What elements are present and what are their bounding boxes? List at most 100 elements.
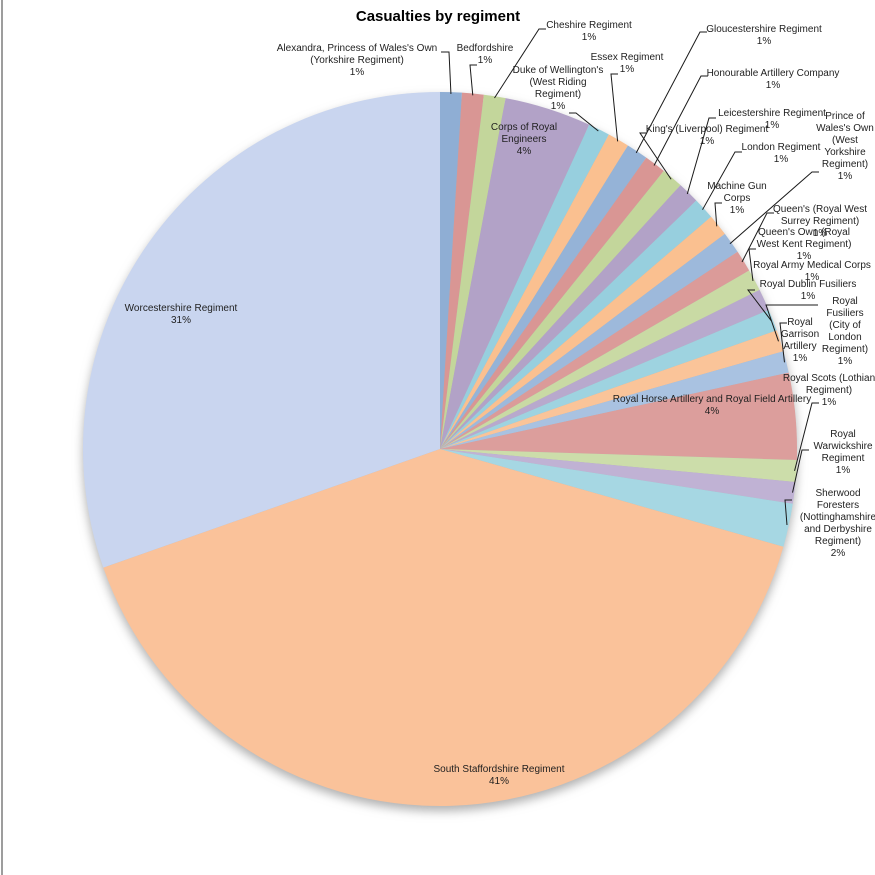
slice-label: Sherwood Foresters (Nottinghamshire and … bbox=[794, 488, 875, 560]
slice-label-name: Prince of Wales's Own (West Yorkshire Re… bbox=[816, 111, 874, 170]
leader-lines-group bbox=[441, 28, 819, 526]
slice-label-percent: 2% bbox=[830, 548, 846, 559]
slice-label-name: Alexandra, Princess of Wales's Own (York… bbox=[276, 43, 438, 66]
pie-slice[interactable] bbox=[440, 145, 647, 449]
slice-label: Royal Army Medical Corps 1% bbox=[732, 260, 875, 284]
slice-label-percent: 1% bbox=[837, 356, 853, 367]
slice-label: Honourable Artillery Company 1% bbox=[673, 68, 873, 92]
pie-slice[interactable] bbox=[440, 289, 769, 449]
pie-slice[interactable] bbox=[103, 449, 784, 807]
pie-slice[interactable] bbox=[440, 449, 796, 504]
slice-label-name: King's (Liverpool) Regiment bbox=[645, 124, 769, 135]
pie-slice[interactable] bbox=[440, 351, 789, 449]
slice-label: Queen's Own (Royal West Kent Regiment) 1% bbox=[749, 227, 859, 263]
slice-label-percent: 41% bbox=[488, 776, 509, 787]
chart-title: Casualties by regiment bbox=[355, 8, 521, 25]
slice-label-percent: 1% bbox=[835, 465, 851, 476]
slice-label-percent: 1% bbox=[619, 64, 635, 75]
slice-label-name: Royal Horse Artillery and Royal Field Ar… bbox=[612, 394, 812, 405]
slice-label-name: Royal Fusiliers (City of London Regiment… bbox=[821, 296, 869, 355]
slice-label: Bedfordshire 1% bbox=[435, 43, 535, 67]
pie-slice[interactable] bbox=[440, 449, 793, 547]
pie-slice[interactable] bbox=[440, 251, 750, 449]
leader-line bbox=[714, 202, 722, 227]
pie-slice[interactable] bbox=[440, 233, 738, 449]
slice-label-percent: 31% bbox=[170, 315, 191, 326]
slice-label-name: Royal Garrison Artillery bbox=[780, 317, 820, 352]
slice-label-name: Royal Warwickshire Regiment bbox=[813, 429, 873, 464]
slice-label: Machine Gun Corps 1% bbox=[702, 181, 772, 217]
slice-label-name: Royal Army Medical Corps bbox=[753, 260, 871, 271]
pie-slice[interactable] bbox=[440, 330, 784, 449]
pie-slice[interactable] bbox=[440, 270, 760, 450]
pie-slice[interactable] bbox=[440, 372, 797, 460]
slice-label-name: Royal Dublin Fusiliers bbox=[759, 279, 857, 290]
leader-line bbox=[741, 212, 774, 263]
slice-label-name: Essex Regiment bbox=[590, 52, 664, 63]
slice-label: Cheshire Regiment 1% bbox=[529, 20, 649, 44]
pie-slice[interactable] bbox=[440, 134, 628, 450]
slice-label-percent: 1% bbox=[699, 136, 715, 147]
leader-line bbox=[794, 402, 819, 471]
leader-line bbox=[686, 117, 716, 195]
slice-label: Prince of Wales's Own (West Yorkshire Re… bbox=[813, 111, 875, 183]
pie-slice[interactable] bbox=[440, 170, 681, 449]
slice-label: Royal Fusiliers (City of London Regiment… bbox=[819, 296, 871, 368]
pie-slice[interactable] bbox=[440, 92, 462, 449]
leader-line bbox=[746, 289, 772, 321]
slice-label: Worcestershire Regiment 31% bbox=[101, 303, 261, 327]
slice-label-percent: 1% bbox=[773, 154, 789, 165]
pie-slice[interactable] bbox=[440, 98, 590, 449]
slice-label-name: Cheshire Regiment bbox=[546, 20, 632, 31]
slice-label-percent: 1% bbox=[837, 171, 853, 182]
pie-slice[interactable] bbox=[440, 157, 664, 449]
pie-slice[interactable] bbox=[440, 216, 725, 449]
slice-label: Essex Regiment 1% bbox=[572, 52, 682, 76]
pie-slice[interactable] bbox=[440, 309, 777, 449]
slice-label-name: Queen's (Royal West Surrey Regiment) bbox=[773, 204, 867, 227]
pie-slice[interactable] bbox=[440, 449, 797, 482]
slice-label: King's (Liverpool) Regiment 1% bbox=[612, 124, 802, 148]
leader-line bbox=[779, 322, 787, 363]
slice-label-name: Corps of Royal Engineers bbox=[490, 122, 558, 145]
slice-label: Gloucestershire Regiment 1% bbox=[679, 24, 849, 48]
leader-line bbox=[610, 73, 619, 142]
slice-label: Leicestershire Regiment 1% bbox=[692, 108, 852, 132]
pie-slice[interactable] bbox=[440, 200, 712, 449]
slice-label-name: Queen's Own (Royal West Kent Regiment) bbox=[756, 227, 852, 250]
slice-label-name: Sherwood Foresters (Nottinghamshire and … bbox=[799, 488, 875, 547]
slice-label-percent: 1% bbox=[796, 251, 812, 262]
leader-line bbox=[494, 28, 546, 99]
slice-label: London Regiment 1% bbox=[721, 142, 841, 166]
slice-label-percent: 1% bbox=[349, 67, 365, 78]
pie-slice[interactable] bbox=[440, 185, 697, 450]
slice-label-percent: 4% bbox=[704, 406, 720, 417]
slice-label-percent: 1% bbox=[765, 80, 781, 91]
leader-line bbox=[702, 151, 742, 210]
leader-line bbox=[639, 132, 672, 180]
slice-label-percent: 4% bbox=[516, 146, 532, 157]
pie-slice[interactable] bbox=[440, 94, 506, 450]
slice-label: Corps of Royal Engineers 4% bbox=[474, 122, 574, 158]
pie-slice[interactable] bbox=[82, 92, 441, 568]
leader-line bbox=[765, 304, 818, 342]
slice-label: Royal Garrison Artillery 1% bbox=[776, 317, 824, 365]
pie-slice[interactable] bbox=[440, 92, 484, 450]
slice-label-percent: 1% bbox=[581, 32, 597, 43]
slice-label-percent: 1% bbox=[550, 101, 566, 112]
slice-label: Royal Scots (Lothian Regiment) 1% bbox=[774, 373, 875, 409]
slice-label-percent: 1% bbox=[821, 397, 837, 408]
leader-line bbox=[653, 75, 708, 166]
pie-slice[interactable] bbox=[440, 124, 609, 450]
slice-label: Duke of Wellington's (West Riding Regime… bbox=[508, 65, 608, 113]
slice-label-name: Duke of Wellington's (West Riding Regime… bbox=[512, 65, 604, 100]
slice-label: Alexandra, Princess of Wales's Own (York… bbox=[262, 43, 452, 79]
slice-label-percent: 1% bbox=[477, 55, 493, 66]
slice-label: Royal Dublin Fusiliers 1% bbox=[738, 279, 875, 303]
leader-line bbox=[748, 248, 756, 282]
worksheet-left-border bbox=[1, 0, 3, 875]
pie-slices-group bbox=[82, 92, 797, 807]
slice-label-percent: 1% bbox=[756, 36, 772, 47]
